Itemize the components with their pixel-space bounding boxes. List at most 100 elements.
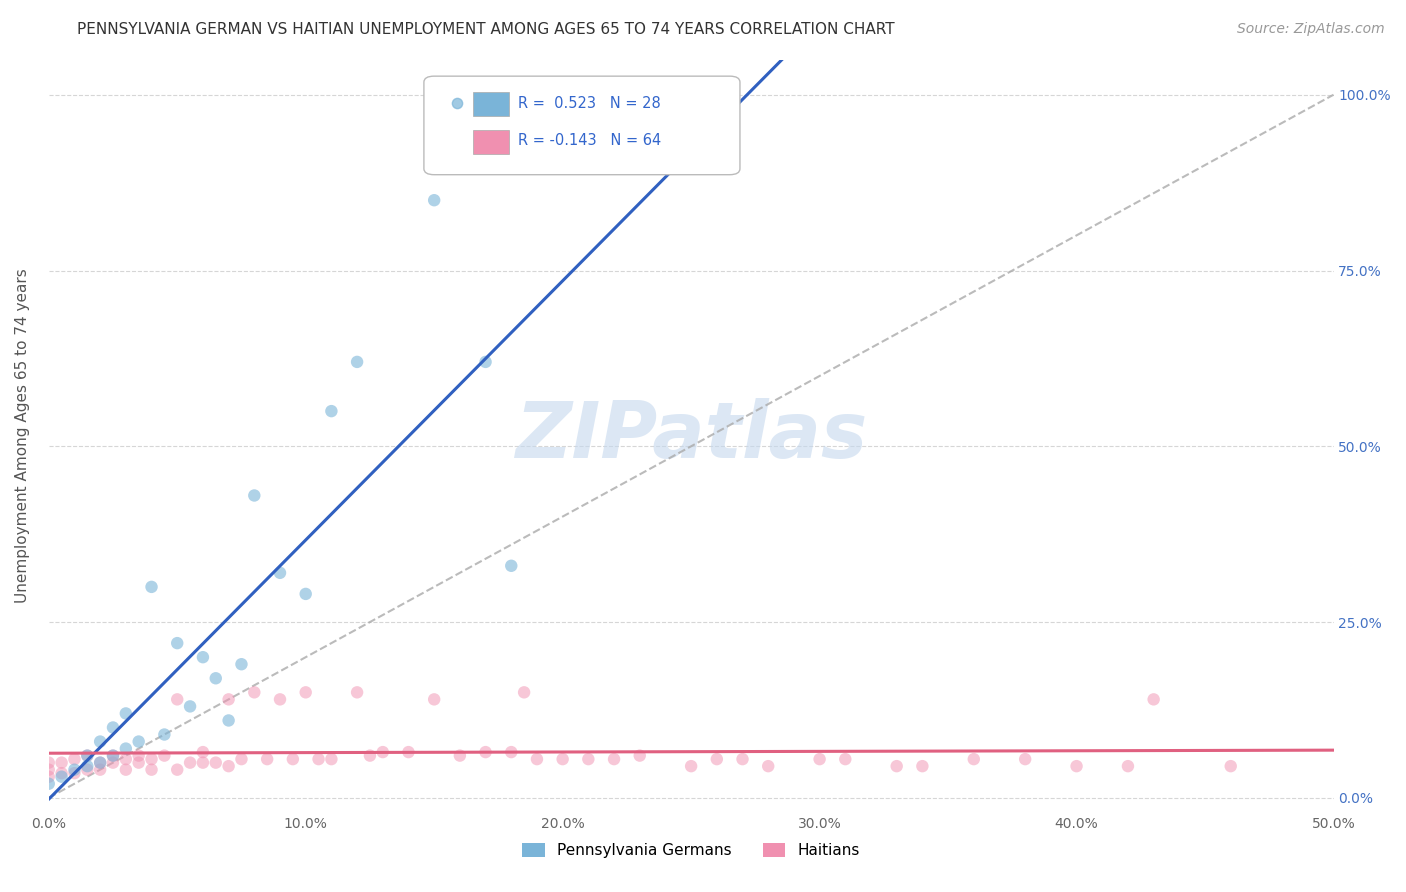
Point: [551, 752, 574, 766]
Point: [834, 752, 856, 766]
FancyBboxPatch shape: [423, 76, 740, 175]
Point: [371, 745, 394, 759]
Point: [101, 756, 124, 770]
FancyBboxPatch shape: [472, 92, 509, 116]
Point: [76, 763, 98, 777]
Point: [346, 685, 368, 699]
Point: [63, 766, 86, 780]
Point: [398, 745, 420, 759]
Point: [501, 558, 523, 573]
Text: R =  0.523   N = 28: R = 0.523 N = 28: [517, 95, 661, 111]
Point: [756, 759, 779, 773]
Point: [76, 759, 98, 773]
Point: [153, 727, 176, 741]
Point: [89, 756, 111, 770]
Point: [681, 759, 703, 773]
Point: [89, 734, 111, 748]
Point: [45, 784, 67, 798]
Point: [218, 714, 240, 728]
Text: Source: ZipAtlas.com: Source: ZipAtlas.com: [1237, 22, 1385, 37]
Point: [321, 404, 343, 418]
Point: [243, 685, 266, 699]
Point: [128, 756, 150, 770]
Point: [513, 685, 536, 699]
Point: [294, 685, 316, 699]
Point: [281, 752, 304, 766]
Y-axis label: Unemployment Among Ages 65 to 74 years: Unemployment Among Ages 65 to 74 years: [15, 268, 30, 603]
Point: [38, 756, 60, 770]
Point: [526, 752, 548, 766]
Point: [231, 657, 253, 672]
Point: [1143, 692, 1166, 706]
Point: [218, 759, 240, 773]
Point: [231, 752, 253, 766]
Point: [1066, 759, 1088, 773]
Point: [166, 763, 188, 777]
Point: [51, 756, 73, 770]
FancyBboxPatch shape: [472, 129, 509, 153]
Point: [63, 763, 86, 777]
Text: ZIPatlas: ZIPatlas: [515, 398, 868, 474]
Point: [886, 759, 908, 773]
Point: [423, 692, 446, 706]
Point: [63, 752, 86, 766]
Point: [218, 692, 240, 706]
Point: [179, 756, 201, 770]
Point: [101, 748, 124, 763]
Point: [101, 721, 124, 735]
Point: [474, 745, 496, 759]
Point: [1219, 759, 1241, 773]
Point: [963, 752, 986, 766]
Point: [114, 763, 136, 777]
Point: [114, 706, 136, 721]
Point: [501, 745, 523, 759]
Point: [191, 745, 214, 759]
Point: [141, 752, 163, 766]
Point: [706, 752, 728, 766]
Point: [141, 763, 163, 777]
Point: [114, 741, 136, 756]
Point: [204, 756, 226, 770]
Point: [114, 752, 136, 766]
Point: [166, 636, 188, 650]
Point: [153, 748, 176, 763]
Point: [269, 566, 291, 580]
Point: [76, 748, 98, 763]
Point: [38, 763, 60, 777]
Point: [1014, 752, 1036, 766]
Point: [449, 748, 471, 763]
Point: [128, 734, 150, 748]
Point: [128, 748, 150, 763]
Point: [576, 752, 599, 766]
Point: [38, 770, 60, 784]
Point: [166, 692, 188, 706]
Text: PENNSYLVANIA GERMAN VS HAITIAN UNEMPLOYMENT AMONG AGES 65 TO 74 YEARS CORRELATIO: PENNSYLVANIA GERMAN VS HAITIAN UNEMPLOYM…: [77, 22, 896, 37]
Point: [141, 580, 163, 594]
Point: [321, 752, 343, 766]
Point: [911, 759, 934, 773]
Point: [474, 355, 496, 369]
Point: [294, 587, 316, 601]
Point: [808, 752, 831, 766]
Legend: Pennsylvania Germans, Haitians: Pennsylvania Germans, Haitians: [516, 837, 866, 864]
Point: [603, 752, 626, 766]
Point: [101, 748, 124, 763]
Point: [191, 650, 214, 665]
Point: [51, 766, 73, 780]
Point: [423, 193, 446, 207]
Text: R = -0.143   N = 64: R = -0.143 N = 64: [517, 133, 661, 148]
Point: [269, 692, 291, 706]
Point: [731, 752, 754, 766]
Point: [191, 756, 214, 770]
Point: [1116, 759, 1139, 773]
Point: [89, 763, 111, 777]
Point: [204, 671, 226, 685]
Point: [628, 748, 651, 763]
Point: [346, 355, 368, 369]
Point: [76, 748, 98, 763]
Point: [308, 752, 330, 766]
Point: [89, 756, 111, 770]
Point: [179, 699, 201, 714]
Point: [51, 770, 73, 784]
Point: [243, 488, 266, 502]
